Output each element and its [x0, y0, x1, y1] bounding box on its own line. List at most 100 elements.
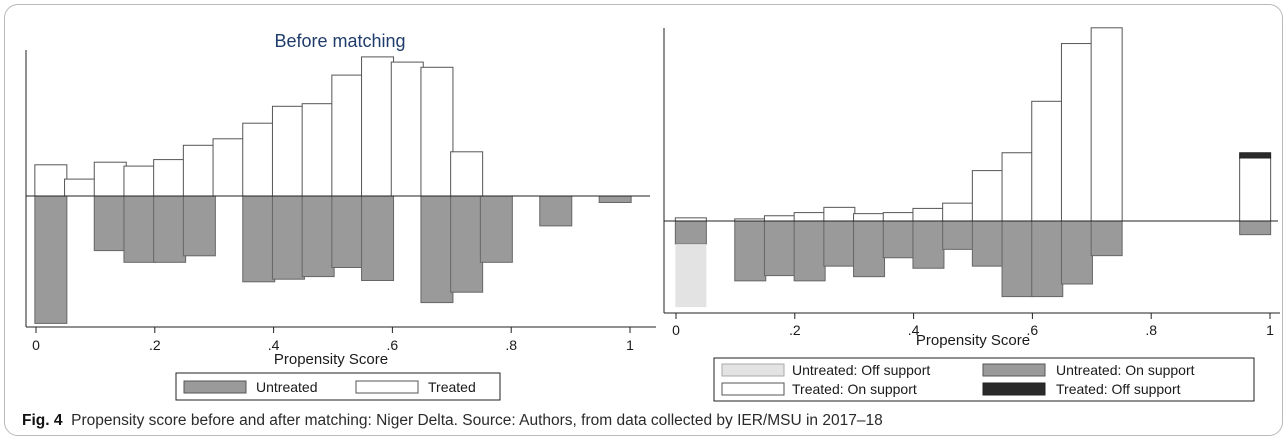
bar-untreated [420, 195, 454, 304]
legend-swatch-treated-on [721, 382, 785, 396]
left-chart-panel: Before matching 0 .2 .4 .6 .8 1 Propensity Sc… [25, 31, 656, 401]
bar-treated-on [1001, 152, 1034, 222]
bar-untreated-on [853, 220, 886, 278]
x-axis-label: Propensity Score [916, 332, 1030, 349]
legend: Untreated Treated [175, 372, 501, 401]
bar-treated [271, 105, 305, 197]
x-tick-label: 1 [626, 337, 634, 353]
bar-treated-on [912, 207, 945, 222]
x-tick-label: .2 [149, 337, 161, 353]
bar-untreated [450, 195, 484, 293]
bar-treated [212, 138, 246, 197]
chart-title: Before matching [274, 31, 405, 51]
x-tick-label: 1 [1266, 322, 1274, 338]
bar-untreated-on [734, 220, 767, 282]
bar-untreated-on [942, 220, 975, 250]
bar-untreated-on [1239, 220, 1272, 236]
bar-treated-on [763, 215, 796, 222]
x-tick-label: .8 [1145, 322, 1157, 338]
right-chart-panel: 0 .2 .4 .6 .8 1 Propensity Score Untreated: O… [663, 27, 1280, 402]
bar-treated [361, 56, 395, 197]
figure-frame [4, 4, 1283, 436]
x-tick-label: 0 [672, 322, 680, 338]
bar-treated-on [1060, 43, 1093, 222]
bar-untreated-on [1001, 220, 1034, 298]
bar-treated [390, 61, 424, 197]
bar-untreated [153, 195, 187, 263]
x-ticks: 0 .2 .4 .6 .8 1 [672, 313, 1274, 338]
x-ticks: 0 .2 .4 .6 .8 1 [32, 327, 634, 353]
bar-treated [331, 74, 365, 197]
bar-untreated-on [882, 220, 915, 259]
bar-treated [34, 164, 68, 197]
bar-untreated [598, 195, 632, 203]
bar-untreated-on [1090, 220, 1123, 257]
legend-swatch-treated-off [982, 382, 1046, 396]
x-axis-label: Propensity Score [274, 351, 388, 368]
x-tick-label: .8 [505, 337, 517, 353]
bar-treated-on [793, 212, 826, 222]
caption-text: Propensity score before and after matchi… [71, 412, 883, 429]
legend-swatch-treated [355, 380, 419, 394]
bar-untreated-on [1060, 220, 1093, 285]
legend-label-untreated-on: Untreated: On support [1056, 362, 1195, 378]
bar-untreated [539, 195, 573, 227]
bar-treated [93, 161, 127, 197]
bar-untreated [34, 195, 68, 324]
bar-treated-on [942, 202, 975, 222]
bar-treated [153, 159, 187, 197]
bar-untreated-on [1031, 220, 1064, 298]
bar-untreated [93, 195, 127, 252]
bar-treated-on [823, 206, 856, 222]
bar-untreated [242, 195, 276, 283]
legend-label-treated-on: Treated: On support [792, 381, 917, 397]
bar-untreated [123, 195, 157, 263]
bar-treated-on [971, 170, 1004, 222]
bar-treated-on [1090, 27, 1123, 222]
bar-treated-on [1031, 100, 1064, 222]
x-tick-label: .4 [908, 322, 920, 338]
bar-untreated [479, 195, 513, 263]
bar-untreated-on [674, 220, 707, 245]
bar-untreated-on [793, 220, 826, 282]
legend-label-treated-off: Treated: Off support [1056, 381, 1181, 397]
bar-untreated-on [763, 220, 796, 277]
x-tick-label: .2 [789, 322, 801, 338]
legend-swatch-untreated [183, 380, 247, 394]
x-tick-label: .6 [1027, 322, 1039, 338]
legend-label-treated: Treated [428, 379, 476, 395]
bar-treated-on [853, 213, 886, 222]
bar-treated-on [882, 212, 915, 222]
bar-treated-off [1239, 152, 1272, 159]
bar-untreated [182, 195, 216, 257]
bar-untreated-on [971, 220, 1004, 267]
bar-untreated [331, 195, 365, 268]
legend: Untreated: Off support Untreated: On sup… [713, 357, 1255, 402]
x-tick-label: .4 [268, 337, 280, 353]
bars-group [674, 27, 1272, 308]
bar-untreated-on [823, 220, 856, 267]
legend-swatch-untreated-off [721, 363, 785, 377]
bar-treated [123, 165, 157, 197]
bar-untreated-on [912, 220, 945, 269]
bars-group [34, 56, 632, 324]
bar-treated [450, 151, 484, 197]
bar-untreated [301, 195, 335, 278]
bar-treated [420, 66, 454, 197]
bar-untreated [271, 195, 305, 280]
x-tick-label: .6 [387, 337, 399, 353]
legend-label-untreated-off: Untreated: Off support [792, 362, 930, 378]
bar-treated [182, 144, 216, 197]
bar-treated [242, 122, 276, 197]
figure-caption: Fig. 4 Propensity score before and after… [22, 412, 883, 430]
bar-treated-on [1239, 157, 1272, 222]
legend-label-untreated: Untreated [256, 379, 317, 395]
legend-swatch-untreated-on [982, 363, 1046, 377]
figure-label: Fig. 4 [22, 412, 63, 429]
bar-untreated [361, 195, 395, 281]
x-tick-label: 0 [32, 337, 40, 353]
bar-treated [301, 103, 335, 197]
bar-treated [64, 178, 98, 197]
bar-untreated-off [675, 244, 707, 308]
